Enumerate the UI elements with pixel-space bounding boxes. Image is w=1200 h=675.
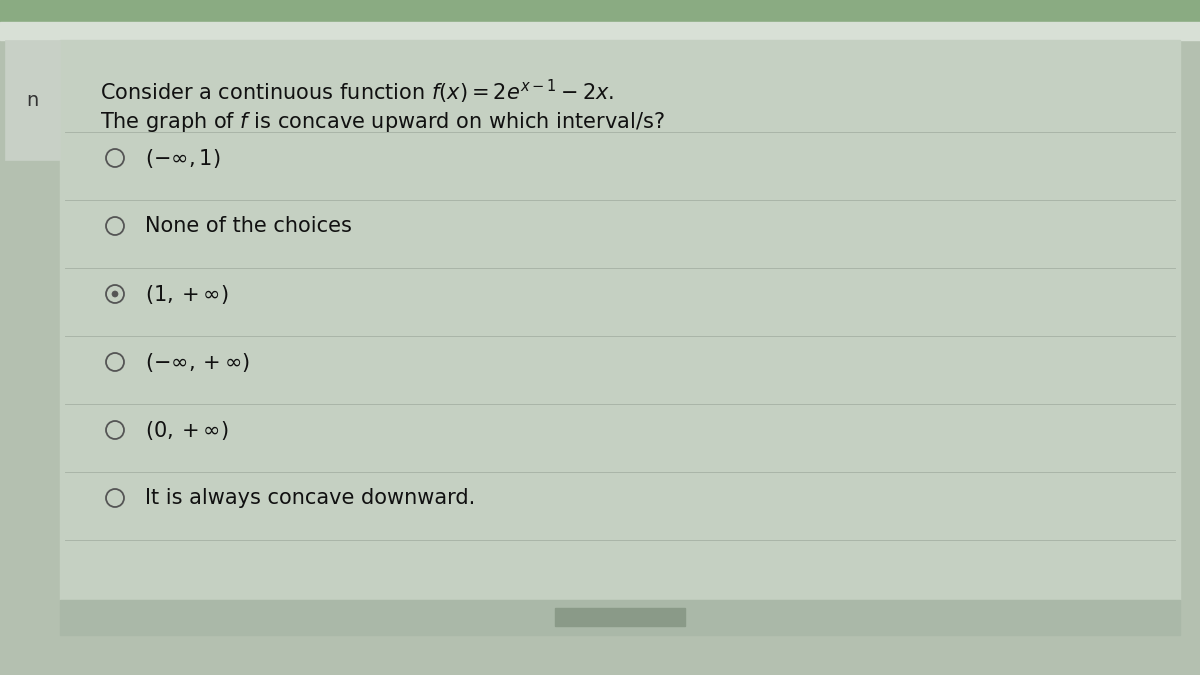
Text: The graph of $f$ is concave upward on which interval/s?: The graph of $f$ is concave upward on wh… xyxy=(100,110,665,134)
Bar xyxy=(60,40,1180,600)
Text: $(-\infty, 1)$: $(-\infty, 1)$ xyxy=(145,146,221,169)
Text: It is always concave downward.: It is always concave downward. xyxy=(145,488,475,508)
Bar xyxy=(554,608,685,626)
Bar xyxy=(5,40,60,160)
Text: None of the choices: None of the choices xyxy=(145,216,352,236)
Circle shape xyxy=(112,291,118,297)
Text: $(0, +\infty)$: $(0, +\infty)$ xyxy=(145,418,228,441)
Bar xyxy=(60,600,1180,635)
Bar xyxy=(0,0,1200,22)
Text: n: n xyxy=(26,90,38,109)
Text: $(1, +\infty)$: $(1, +\infty)$ xyxy=(145,283,228,306)
Text: Consider a continuous function $f(x) = 2e^{x-1} - 2x$.: Consider a continuous function $f(x) = 2… xyxy=(100,78,614,106)
Bar xyxy=(0,22,1200,40)
Text: $(-\infty, +\infty)$: $(-\infty, +\infty)$ xyxy=(145,350,250,373)
